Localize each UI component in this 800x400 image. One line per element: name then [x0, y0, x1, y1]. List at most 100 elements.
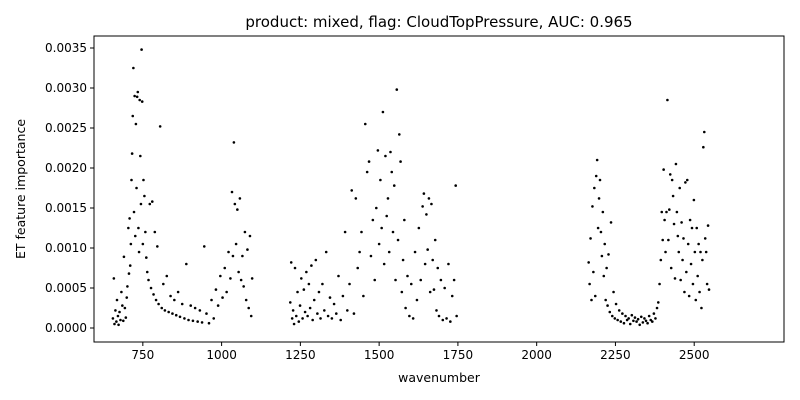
x-tick-label: 1750: [443, 348, 474, 362]
scatter-point: [411, 317, 415, 320]
scatter-point: [236, 208, 239, 211]
scatter-point: [324, 250, 328, 254]
scatter-point: [237, 270, 240, 274]
scatter-point: [137, 250, 141, 254]
scatter-point: [655, 306, 659, 310]
scatter-point: [622, 321, 626, 325]
scatter-point: [316, 312, 319, 315]
scatter-point: [591, 205, 594, 208]
scatter-point: [609, 221, 613, 224]
scatter-point: [360, 230, 363, 234]
scatter-point: [248, 234, 252, 238]
scatter-point: [419, 278, 423, 282]
scatter-point: [234, 242, 238, 246]
y-axis-label: ET feature importance: [13, 119, 28, 259]
scatter-point: [343, 230, 347, 234]
scatter-point: [666, 98, 669, 102]
scatter-point: [205, 312, 208, 315]
scatter-point: [249, 314, 253, 318]
scatter-point: [157, 302, 160, 306]
y-tick-label: 0.0000: [45, 321, 87, 335]
scatter-point: [613, 317, 617, 320]
scatter-point: [427, 197, 431, 200]
scatter-point: [679, 278, 682, 282]
scatter-point: [390, 170, 394, 174]
scatter-point: [132, 210, 136, 214]
scatter-point: [599, 230, 603, 234]
scatter-point: [126, 285, 129, 288]
scatter-point: [431, 258, 435, 262]
scatter-point: [294, 314, 298, 318]
scatter-point: [587, 261, 590, 264]
scatter-point: [133, 234, 137, 238]
scatter-point: [678, 186, 682, 190]
scatter-point: [409, 282, 413, 286]
scatter-point: [173, 298, 176, 302]
scatter-point: [608, 310, 612, 314]
scatter-point: [381, 110, 385, 114]
scatter-point: [437, 314, 441, 318]
scatter-point: [330, 317, 334, 320]
scatter-point: [619, 320, 623, 323]
scatter-point: [288, 301, 292, 304]
scatter-point: [702, 130, 706, 134]
scatter-point: [691, 282, 695, 286]
scatter-point: [449, 320, 452, 323]
scatter-point: [127, 272, 131, 275]
scatter-point: [358, 250, 361, 254]
scatter-point: [384, 154, 387, 158]
scatter-point: [300, 277, 303, 280]
scatter-point: [332, 302, 336, 306]
scatter-point: [307, 282, 311, 286]
scatter-point: [632, 319, 635, 323]
scatter-point: [668, 208, 671, 211]
y-axis-ticks: 0.0000 0.0005 0.0010 0.0015 0.0020 0.0025 0.00…: [45, 41, 94, 335]
scatter-point: [590, 298, 593, 302]
scatter-point: [317, 290, 321, 294]
scatter-point: [341, 294, 345, 298]
scatter-point: [415, 298, 419, 302]
scatter-point: [627, 317, 630, 320]
scatter-point: [697, 242, 700, 246]
scatter-point: [430, 202, 433, 206]
scatter-point: [671, 194, 675, 198]
scatter-point: [695, 226, 699, 230]
scatter-point: [298, 304, 302, 307]
scatter-point: [202, 245, 206, 248]
scatter-point: [401, 258, 405, 262]
scatter-point: [373, 278, 377, 282]
scatter-point: [602, 274, 606, 278]
scatter-point: [130, 178, 133, 182]
scatter-point: [667, 238, 670, 242]
scatter-point: [649, 318, 653, 322]
scatter-point: [647, 314, 651, 318]
scatter-point: [356, 266, 360, 270]
scatter-point: [145, 256, 148, 259]
x-axis-label: wavenumber: [398, 370, 481, 385]
scatter-point: [121, 304, 124, 307]
scatter-point: [445, 317, 448, 320]
scatter-point: [312, 298, 316, 302]
scatter-point: [604, 298, 607, 302]
scatter-point: [321, 282, 324, 286]
scatter-point: [664, 250, 667, 254]
scatter-point: [398, 133, 401, 136]
scatter-point: [376, 149, 380, 152]
scatter-point: [597, 197, 601, 200]
scatter-point: [662, 168, 665, 171]
scatter-point: [147, 278, 150, 282]
y-tick-label: 0.0035: [45, 41, 87, 55]
scatter-point: [129, 242, 133, 246]
scatter-point: [290, 317, 294, 320]
scatter-point: [425, 213, 428, 216]
scatter-point: [127, 226, 130, 230]
scatter-point: [633, 316, 637, 319]
scatter-point: [247, 306, 250, 310]
y-tick-label: 0.0010: [45, 241, 87, 255]
scatter-point: [133, 94, 136, 98]
scatter-point: [196, 320, 199, 323]
scatter-point: [408, 314, 411, 318]
scatter-point: [116, 314, 120, 318]
